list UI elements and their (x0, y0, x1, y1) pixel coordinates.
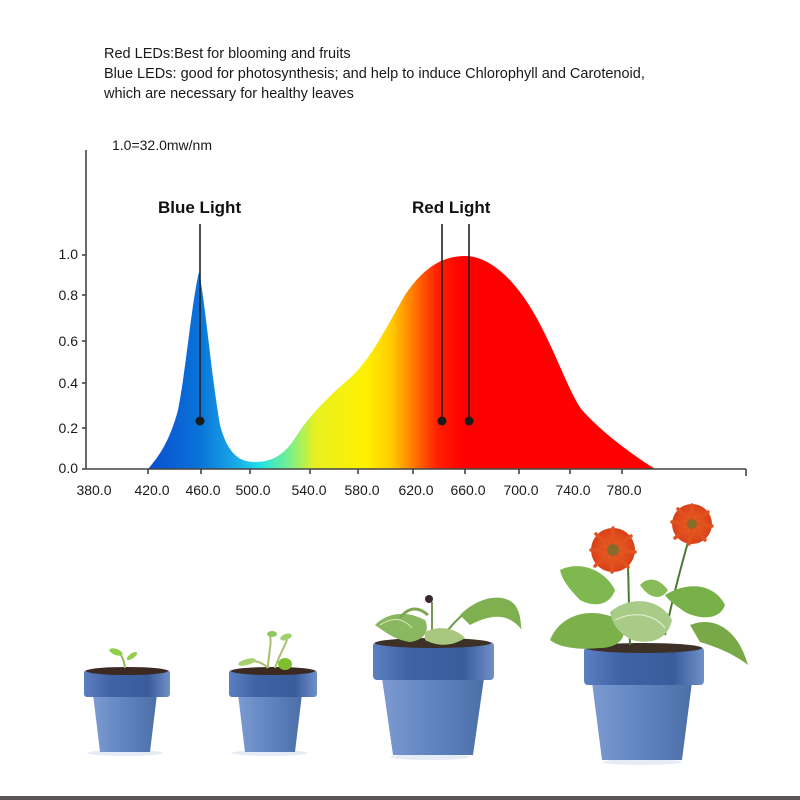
x-tick-label: 460.0 (185, 482, 221, 498)
pot-growing-plant (373, 595, 522, 760)
growing-plant-foliage (375, 595, 522, 645)
x-tick-label: 500.0 (235, 482, 271, 498)
pot-flowering-plant (550, 503, 748, 765)
y-tick-label: 1.0 (58, 246, 78, 262)
description-line-leaves: which are necessary for healthy leaves (104, 86, 354, 102)
description-text: Red LEDs:Best for blooming and fruits Bl… (104, 44, 645, 104)
young-plant-leaves (238, 631, 292, 670)
seedling-leaves (109, 648, 138, 669)
pot-young-plant (229, 631, 317, 756)
description-line-blue: Blue LEDs: good for photosynthesis; and … (104, 66, 645, 82)
x-tick-label: 740.0 (555, 482, 591, 498)
red-light-pointer-660 (464, 224, 474, 426)
y-tick-label: 0.8 (58, 287, 78, 303)
x-tick-label: 620.0 (398, 482, 434, 498)
gerbera-flower-left (589, 526, 637, 574)
x-axis-ticks (147, 469, 623, 474)
description-line-red: Red LEDs:Best for blooming and fruits (104, 46, 351, 62)
x-tick-label: 580.0 (344, 482, 380, 498)
red-light-label: Red Light (412, 198, 491, 217)
x-tick-label: 660.0 (450, 482, 486, 498)
x-tick-label: 780.0 (606, 482, 642, 498)
bottom-border (0, 796, 800, 800)
x-tick-label: 540.0 (291, 482, 327, 498)
flowering-plant-foliage (550, 534, 748, 665)
y-axis-ticks (82, 254, 86, 470)
gerbera-flower-right (670, 503, 714, 546)
blue-light-pointer (195, 224, 205, 426)
x-tick-label: 700.0 (503, 482, 539, 498)
spectrum-area (148, 256, 655, 469)
red-light-pointer-640 (437, 224, 447, 426)
x-tick-label: 420.0 (134, 482, 170, 498)
blue-light-label: Blue Light (158, 198, 242, 217)
y-tick-label: 0.0 (58, 460, 78, 476)
y-tick-label: 0.6 (58, 333, 78, 349)
unit-note: 1.0=32.0mw/nm (112, 137, 212, 153)
pot-seedling (84, 648, 170, 756)
x-tick-label: 380.0 (76, 482, 112, 498)
y-tick-label: 0.4 (58, 375, 78, 391)
y-tick-label: 0.2 (58, 420, 78, 436)
